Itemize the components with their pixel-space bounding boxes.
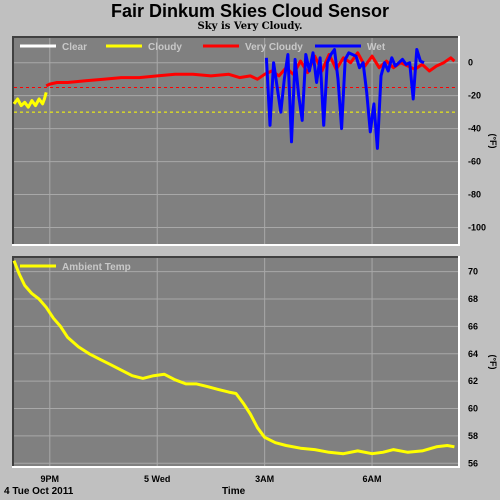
x-tick-label: 5 Wed: [144, 474, 170, 484]
legend-label: Very Cloudy: [245, 42, 303, 53]
series-wet: [264, 48, 425, 150]
legend-label: Clear: [62, 42, 87, 53]
y-tick-label: 68: [468, 294, 478, 304]
y-tick-label: -100: [468, 223, 486, 233]
date-label: 4 Tue Oct 2011: [4, 486, 74, 497]
x-axis-label: Time: [222, 486, 246, 497]
plot-area: [14, 38, 458, 244]
x-tick-label: 3AM: [255, 474, 274, 484]
y-axis-label: (°F): [488, 354, 498, 369]
y-tick-label: -80: [468, 190, 481, 200]
legend-label: Ambient Temp: [62, 262, 131, 273]
series-ambient-temp: [12, 260, 455, 456]
chart-subtitle: Sky is Very Cloudy.: [197, 21, 303, 32]
x-tick-label: 9PM: [41, 474, 60, 484]
y-tick-label: 70: [468, 267, 478, 277]
y-tick-label: -40: [468, 124, 481, 134]
y-tick-label: -20: [468, 91, 481, 101]
plot-area: [14, 258, 458, 466]
y-tick-label: 58: [468, 431, 478, 441]
y-tick-label: 66: [468, 321, 478, 331]
panel-sky-temp: 0 -20 -40 -60 -80 -100 (°F) Clear Cloudy Very Clo…: [12, 36, 498, 246]
legend-label: Cloudy: [148, 42, 182, 53]
chart-title: Fair Dinkum Skies Cloud Sensor: [110, 1, 390, 21]
y-tick-label: -60: [468, 157, 481, 167]
panel-ambient-temp: 70 68 66 64 62 60 58 56 9PM 5 Wed 3AM 6AM (°F) Ambien…: [12, 256, 498, 484]
y-tick-label: 60: [468, 404, 478, 414]
y-tick-label: 56: [468, 458, 478, 468]
series-cloudy: [12, 92, 48, 109]
y-tick-label: 64: [468, 349, 478, 359]
y-axis-label: (°F): [488, 133, 498, 148]
legend-label: Wet: [367, 42, 386, 53]
y-tick-label: 0: [468, 58, 473, 68]
y-tick-label: 62: [468, 376, 478, 386]
x-tick-label: 6AM: [363, 474, 382, 484]
